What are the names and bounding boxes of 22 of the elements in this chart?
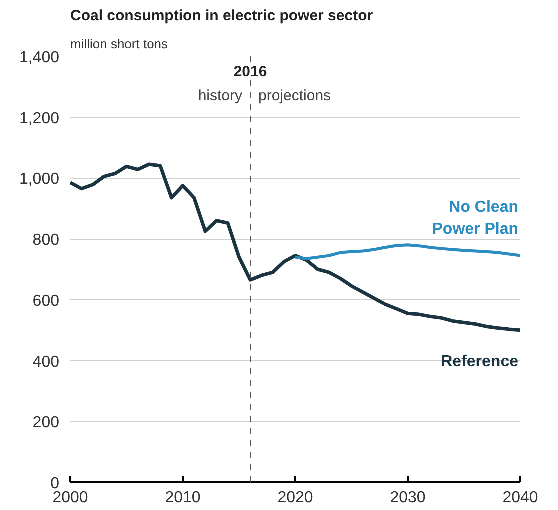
- y-tick-label: 1,400: [19, 50, 60, 66]
- series-label: No Clean Power Plan: [432, 198, 518, 238]
- annotation: projections: [258, 88, 332, 104]
- chart-subtitle: million short tons: [70, 36, 169, 52]
- y-tick-label: 600: [32, 292, 60, 310]
- line-series: [294, 244, 520, 260]
- y-tick-label: 200: [32, 414, 60, 432]
- x-tick-label: 2000: [52, 490, 88, 506]
- x-tick-label: 2010: [165, 490, 201, 506]
- line-series: [70, 162, 520, 332]
- y-tick-label: 1,200: [19, 110, 60, 128]
- x-tick-label: 2040: [502, 490, 538, 506]
- annotation: history: [198, 88, 243, 104]
- ref-line-label: 2016: [234, 64, 268, 80]
- x-tick-label: 2030: [390, 490, 426, 506]
- x-tick-label: 2020: [278, 490, 314, 506]
- y-tick-label: 800: [32, 232, 60, 250]
- y-tick-label: 400: [32, 354, 60, 371]
- y-tick-label: 0: [50, 476, 60, 492]
- y-tick-label: 1,000: [19, 171, 60, 188]
- chart-title: Coal consumption in electric power sector: [70, 8, 374, 24]
- series-label: Reference: [441, 353, 519, 370]
